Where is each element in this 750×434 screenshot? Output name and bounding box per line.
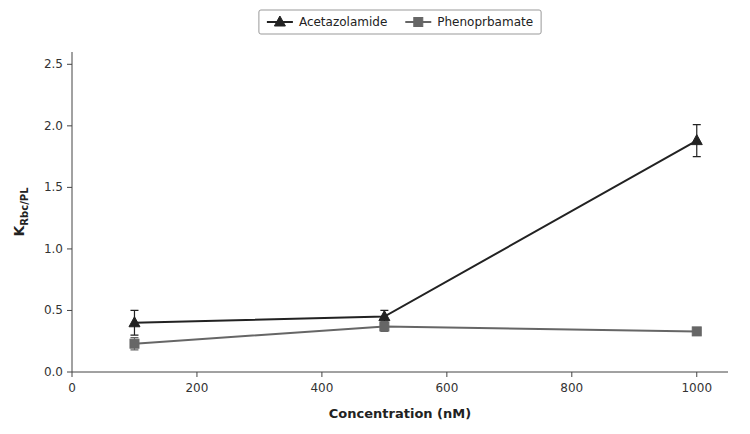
legend-marker <box>274 16 285 26</box>
x-tick-label: 1000 <box>681 381 712 395</box>
y-axis-label: KRbc/PL <box>11 187 30 237</box>
y-tick <box>67 310 72 311</box>
data-point <box>129 317 140 327</box>
x-tick-label: 600 <box>435 381 458 395</box>
legend-marker <box>414 18 423 27</box>
y-tick <box>67 187 72 188</box>
x-tick-label: 200 <box>185 381 208 395</box>
y-tick-label: 1.0 <box>44 242 63 256</box>
y-tick-label: 1.5 <box>44 180 63 194</box>
x-tick <box>72 372 73 377</box>
x-axis-line <box>72 372 728 373</box>
x-tick <box>446 372 447 377</box>
legend-item: Acetazolamide <box>267 15 387 29</box>
y-tick-label: 2.0 <box>44 119 63 133</box>
series-line <box>134 141 696 323</box>
error-bar <box>693 328 701 335</box>
legend-label: Acetazolamide <box>299 15 387 29</box>
y-tick-label: 0.5 <box>44 303 63 317</box>
chart-container: 0 200 400 600 800 1000 0.0 0.5 1.0 1.5 2.0 2.5 Conce… <box>0 0 750 434</box>
data-point <box>691 135 702 145</box>
error-bar <box>380 322 388 332</box>
data-point <box>379 311 390 321</box>
legend-box <box>259 10 541 34</box>
series-line <box>134 326 696 343</box>
data-point <box>380 322 389 331</box>
x-tick-label: 800 <box>560 381 583 395</box>
series <box>130 322 701 350</box>
x-tick <box>196 372 197 377</box>
series <box>129 125 702 335</box>
y-tick <box>67 372 72 373</box>
x-axis-label: Concentration (nM) <box>329 406 471 421</box>
x-tick-label: 400 <box>310 381 333 395</box>
y-tick-label: 2.5 <box>44 57 63 71</box>
legend-item: Phenoprbamate <box>405 15 533 29</box>
legend: Acetazolamide Phenoprbamate <box>259 10 541 34</box>
plot-area <box>129 125 702 350</box>
axes: 0 200 400 600 800 1000 0.0 0.5 1.0 1.5 2.0 2.5 <box>44 52 728 395</box>
background <box>0 0 750 434</box>
x-tick <box>696 372 697 377</box>
x-tick <box>571 372 572 377</box>
error-bar <box>130 338 138 350</box>
data-point <box>692 327 701 336</box>
y-tick <box>67 248 72 249</box>
y-tick <box>67 125 72 126</box>
chart-svg: 0 200 400 600 800 1000 0.0 0.5 1.0 1.5 2.0 2.5 Conce… <box>0 0 750 434</box>
data-point <box>130 339 139 348</box>
y-tick-label: 0.0 <box>44 365 63 379</box>
legend-label: Phenoprbamate <box>437 15 533 29</box>
x-tick-label: 0 <box>68 381 76 395</box>
y-axis-line <box>72 52 73 372</box>
y-tick <box>67 64 72 65</box>
x-tick <box>321 372 322 377</box>
